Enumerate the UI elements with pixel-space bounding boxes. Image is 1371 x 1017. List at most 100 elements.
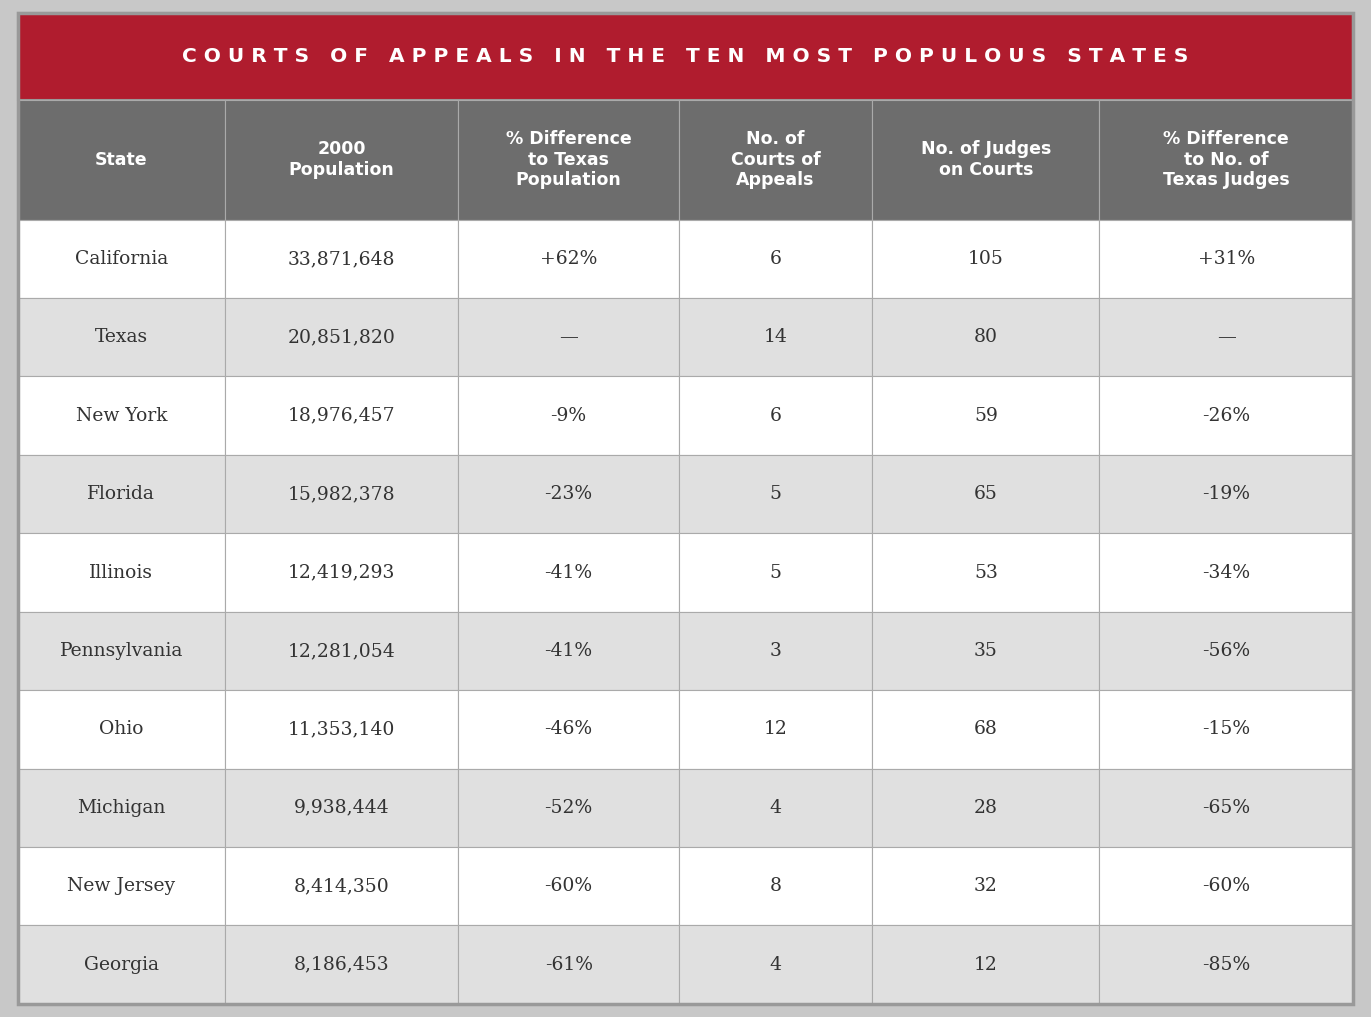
Text: 2000
Population: 2000 Population	[289, 140, 395, 179]
Bar	[458, 298, 679, 376]
Bar	[679, 611, 872, 691]
Text: 4: 4	[769, 956, 781, 973]
Bar	[1100, 691, 1353, 769]
Bar	[225, 533, 458, 611]
Text: -56%: -56%	[1202, 642, 1250, 660]
Bar	[872, 847, 1100, 925]
Text: Ohio: Ohio	[99, 720, 144, 738]
Text: 80: 80	[973, 328, 998, 346]
Bar	[458, 925, 679, 1004]
Bar	[18, 100, 225, 220]
Bar	[18, 925, 225, 1004]
Text: Illinois: Illinois	[89, 563, 154, 582]
Text: +31%: +31%	[1198, 250, 1254, 267]
Bar	[18, 13, 1353, 100]
Bar	[18, 769, 225, 847]
Text: -61%: -61%	[544, 956, 592, 973]
Bar	[679, 455, 872, 533]
Bar	[872, 100, 1100, 220]
Text: -34%: -34%	[1202, 563, 1250, 582]
Text: 20,851,820: 20,851,820	[288, 328, 396, 346]
Bar	[18, 376, 225, 455]
Bar	[225, 220, 458, 298]
Text: -85%: -85%	[1202, 956, 1250, 973]
Text: 4: 4	[769, 798, 781, 817]
Text: 12: 12	[764, 720, 787, 738]
Text: Michigan: Michigan	[77, 798, 166, 817]
Text: -15%: -15%	[1202, 720, 1250, 738]
Text: 18,976,457: 18,976,457	[288, 407, 395, 425]
Text: -46%: -46%	[544, 720, 592, 738]
Bar	[872, 691, 1100, 769]
Bar	[872, 769, 1100, 847]
Bar	[1100, 533, 1353, 611]
Bar	[872, 376, 1100, 455]
Text: 53: 53	[973, 563, 998, 582]
Bar	[679, 298, 872, 376]
Bar	[1100, 769, 1353, 847]
Text: C O U R T S   O F   A P P E A L S   I N   T H E   T E N   M O S T   P O P U L O : C O U R T S O F A P P E A L S I N T H E …	[182, 47, 1189, 66]
Text: —: —	[1217, 328, 1235, 346]
Bar	[225, 691, 458, 769]
Bar	[1100, 100, 1353, 220]
Text: No. of
Courts of
Appeals: No. of Courts of Appeals	[731, 130, 820, 189]
Text: % Difference
to Texas
Population: % Difference to Texas Population	[506, 130, 632, 189]
Bar	[458, 691, 679, 769]
Text: -26%: -26%	[1202, 407, 1250, 425]
Text: —: —	[559, 328, 579, 346]
Text: 59: 59	[973, 407, 998, 425]
Bar	[458, 533, 679, 611]
Text: -9%: -9%	[551, 407, 587, 425]
Text: -65%: -65%	[1202, 798, 1250, 817]
Text: -41%: -41%	[544, 642, 592, 660]
Bar	[458, 847, 679, 925]
Bar	[679, 847, 872, 925]
Bar	[458, 100, 679, 220]
Bar	[18, 611, 225, 691]
Bar	[225, 455, 458, 533]
Text: Georgia: Georgia	[84, 956, 159, 973]
Text: No. of Judges
on Courts: No. of Judges on Courts	[921, 140, 1052, 179]
Text: New York: New York	[75, 407, 167, 425]
Bar	[872, 611, 1100, 691]
Text: 33,871,648: 33,871,648	[288, 250, 395, 267]
Text: 35: 35	[973, 642, 998, 660]
Bar	[872, 455, 1100, 533]
Bar	[225, 100, 458, 220]
Bar	[872, 533, 1100, 611]
Text: 32: 32	[973, 878, 998, 895]
Bar	[458, 455, 679, 533]
Text: 12,281,054: 12,281,054	[288, 642, 395, 660]
Bar	[1100, 455, 1353, 533]
Bar	[458, 376, 679, 455]
Bar	[225, 298, 458, 376]
Bar	[458, 220, 679, 298]
Bar	[679, 691, 872, 769]
Bar	[679, 925, 872, 1004]
Bar	[679, 100, 872, 220]
Bar	[18, 691, 225, 769]
Text: 14: 14	[764, 328, 787, 346]
Bar	[1100, 925, 1353, 1004]
Text: % Difference
to No. of
Texas Judges: % Difference to No. of Texas Judges	[1163, 130, 1290, 189]
Text: New Jersey: New Jersey	[67, 878, 175, 895]
Bar	[18, 298, 225, 376]
Bar	[872, 925, 1100, 1004]
Text: 5: 5	[769, 563, 781, 582]
Text: -60%: -60%	[544, 878, 592, 895]
Text: 105: 105	[968, 250, 1004, 267]
Text: Florida: Florida	[88, 485, 155, 503]
Text: 28: 28	[973, 798, 998, 817]
Text: 6: 6	[769, 250, 781, 267]
Text: 3: 3	[769, 642, 781, 660]
Bar	[225, 611, 458, 691]
Text: -41%: -41%	[544, 563, 592, 582]
Text: 65: 65	[973, 485, 998, 503]
Bar	[1100, 298, 1353, 376]
Text: California: California	[74, 250, 167, 267]
Bar	[679, 220, 872, 298]
Bar	[18, 847, 225, 925]
Text: 12: 12	[973, 956, 998, 973]
Bar	[225, 376, 458, 455]
Bar	[225, 847, 458, 925]
